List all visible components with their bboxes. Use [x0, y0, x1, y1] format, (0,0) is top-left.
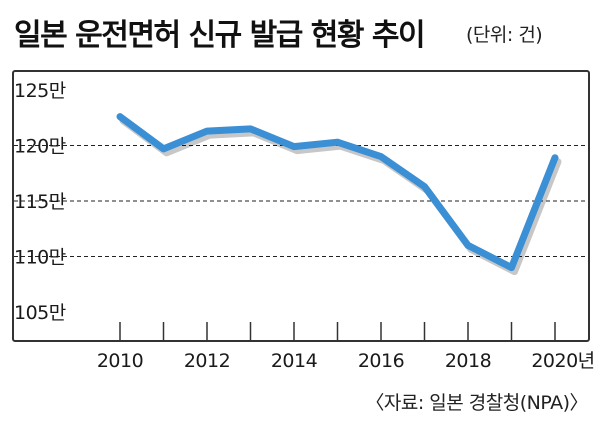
- y-axis-ticks: 105만 110만 115만 120만 125만: [14, 80, 66, 324]
- plot-frame: [12, 70, 590, 342]
- y-tick-label: 115만: [14, 191, 66, 213]
- x-axis-ticks: 2010 2012 2014 2016 2018 2020년: [97, 322, 595, 372]
- y-tick-label: 120만: [14, 136, 66, 158]
- source-note: 〈자료: 일본 경찰청(NPA)〉: [365, 392, 588, 414]
- x-tick-label: 2020년: [531, 350, 594, 372]
- x-tick-label: 2018: [445, 350, 491, 372]
- series-group: [116, 113, 562, 276]
- y-tick-label: 125만: [14, 80, 66, 102]
- x-tick-label: 2014: [271, 350, 318, 372]
- unit-note: (단위: 건): [466, 24, 543, 46]
- y-tick-label: 110만: [14, 247, 66, 269]
- x-tick-label: 2016: [358, 350, 404, 372]
- gridlines: [14, 145, 588, 257]
- chart-title: 일본 운전면허 신규 발급 현황 추이: [14, 18, 426, 53]
- header: 일본 운전면허 신규 발급 현황 추이 (단위: 건): [0, 0, 600, 62]
- x-tick-label: 2010: [97, 350, 143, 372]
- series-line: [116, 113, 559, 272]
- x-tick-label: 2012: [184, 350, 230, 372]
- y-tick-label: 105만: [14, 302, 66, 324]
